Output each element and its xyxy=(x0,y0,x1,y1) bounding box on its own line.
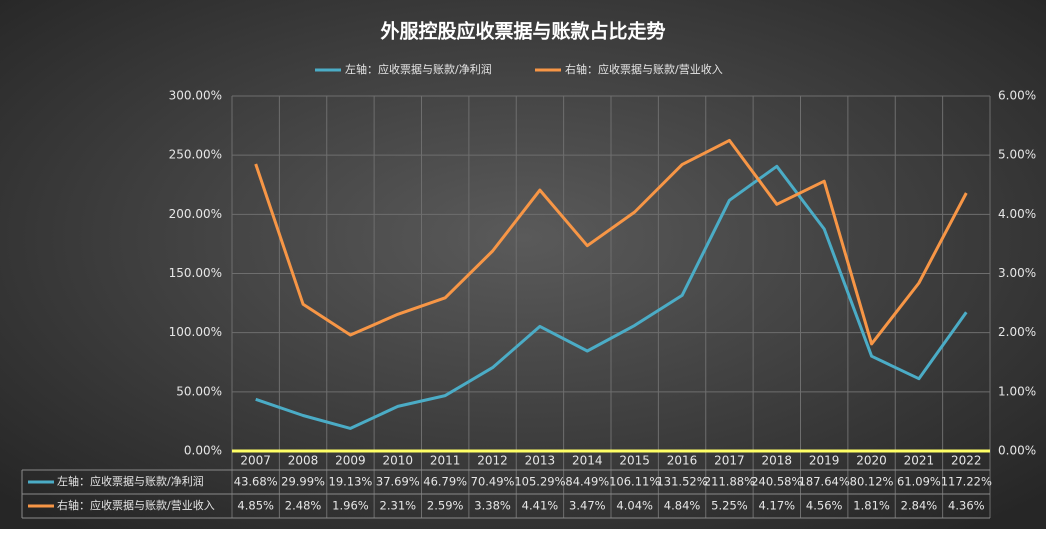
table-value: 3.38% xyxy=(474,499,511,513)
x-tick-label: 2009 xyxy=(335,454,366,468)
table-value: 4.84% xyxy=(664,499,701,513)
x-tick-label: 2010 xyxy=(383,454,414,468)
table-value: 187.64% xyxy=(799,475,850,489)
series-line xyxy=(254,138,968,346)
table-value: 1.96% xyxy=(332,499,369,513)
chart-title: 外服控股应收票据与账款占比走势 xyxy=(380,20,665,43)
x-tick-label: 2013 xyxy=(525,454,556,468)
table-value: 2.48% xyxy=(285,499,322,513)
table-value: 240.58% xyxy=(751,475,802,489)
table-value: 19.13% xyxy=(329,475,373,489)
x-tick-label: 2021 xyxy=(904,454,935,468)
table-value: 4.85% xyxy=(237,499,274,513)
y-tick-label: 250.00% xyxy=(169,148,222,162)
table-value: 3.47% xyxy=(569,499,606,513)
table-value: 105.29% xyxy=(514,475,565,489)
table-value: 84.49% xyxy=(565,475,609,489)
x-tick-label: 2019 xyxy=(809,454,840,468)
x-tick-label: 2017 xyxy=(714,454,745,468)
table-value: 117.22% xyxy=(941,475,992,489)
x-tick-label: 2012 xyxy=(477,454,508,468)
x-tick-label: 2020 xyxy=(856,454,887,468)
table-value: 4.04% xyxy=(616,499,653,513)
y-tick-label: 150.00% xyxy=(169,266,222,280)
table-value: 70.49% xyxy=(471,475,515,489)
table-value: 61.09% xyxy=(897,475,941,489)
x-tick-label: 2016 xyxy=(667,454,698,468)
table-value: 4.41% xyxy=(522,499,559,513)
table-value: 46.79% xyxy=(423,475,467,489)
table-value: 4.36% xyxy=(948,499,985,513)
series-line xyxy=(255,164,968,430)
table-value: 2.59% xyxy=(427,499,464,513)
table-value: 37.69% xyxy=(376,475,420,489)
x-tick-label: 2018 xyxy=(762,454,793,468)
y2-tick-label: 3.00% xyxy=(998,266,1036,280)
y-tick-label: 0.00% xyxy=(184,444,222,458)
table-value: 43.68% xyxy=(234,475,278,489)
legend-label: 右轴：应收票据与账款/营业收入 xyxy=(565,62,723,76)
table-value: 1.81% xyxy=(853,499,890,513)
y-tick-label: 50.00% xyxy=(176,384,222,398)
y2-tick-label: 6.00% xyxy=(998,89,1036,103)
y-tick-label: 300.00% xyxy=(169,89,222,103)
x-tick-label: 2007 xyxy=(240,454,271,468)
x-tick-label: 2008 xyxy=(288,454,319,468)
y2-tick-label: 5.00% xyxy=(998,148,1036,162)
table-value: 29.99% xyxy=(281,475,325,489)
legend-label: 左轴：应收票据与账款/净利润 xyxy=(345,62,492,76)
table-value: 4.17% xyxy=(759,499,796,513)
x-tick-label: 2014 xyxy=(572,454,603,468)
table-row-label: 右轴：应收票据与账款/营业收入 xyxy=(57,498,215,512)
y2-tick-label: 1.00% xyxy=(998,384,1036,398)
x-tick-label: 2015 xyxy=(619,454,650,468)
table-value: 5.25% xyxy=(711,499,748,513)
y2-tick-label: 4.00% xyxy=(998,207,1036,221)
x-tick-label: 2022 xyxy=(951,454,982,468)
x-tick-label: 2011 xyxy=(430,454,461,468)
table-value: 80.12% xyxy=(850,475,894,489)
y-tick-label: 100.00% xyxy=(169,325,222,339)
table-value: 211.88% xyxy=(704,475,755,489)
y-tick-label: 200.00% xyxy=(169,207,222,221)
table-value: 2.31% xyxy=(380,499,417,513)
table-row-label: 左轴：应收票据与账款/净利润 xyxy=(57,474,204,488)
table-value: 4.56% xyxy=(806,499,843,513)
table-value: 131.52% xyxy=(656,475,707,489)
table-value: 106.11% xyxy=(609,475,660,489)
table-value: 2.84% xyxy=(901,499,938,513)
y2-tick-label: 0.00% xyxy=(998,444,1036,458)
y2-tick-label: 2.00% xyxy=(998,325,1036,339)
